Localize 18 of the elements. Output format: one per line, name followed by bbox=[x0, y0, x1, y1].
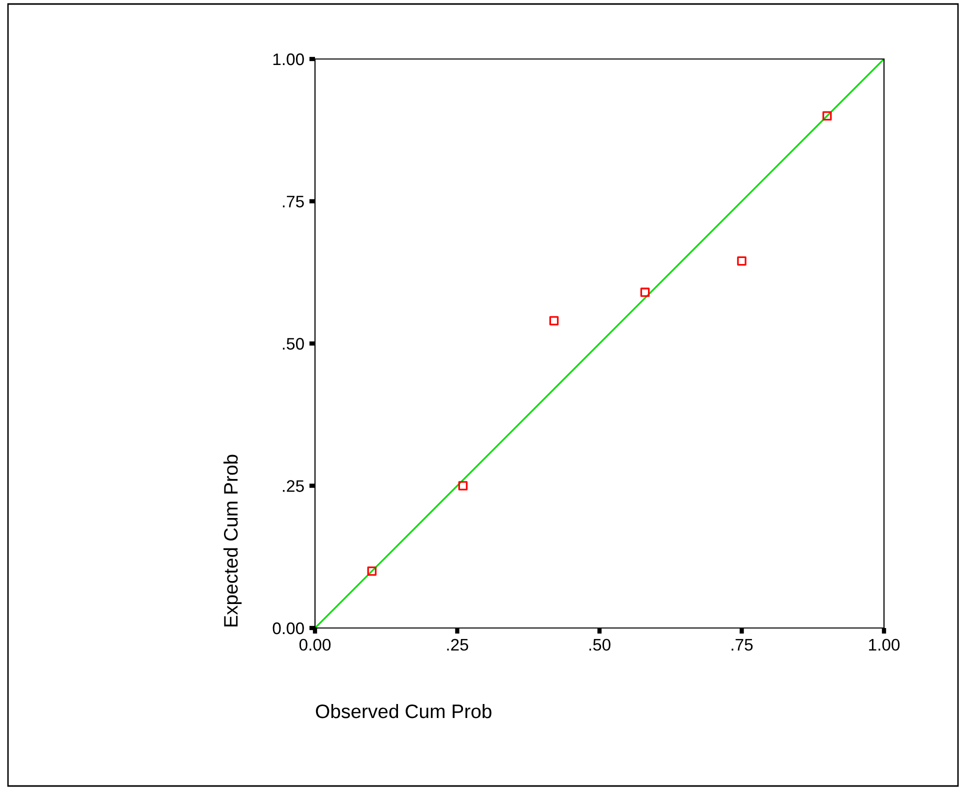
point bbox=[737, 256, 746, 266]
point bbox=[549, 316, 559, 326]
y-axis-title: Expected Cum Prob bbox=[223, 454, 242, 626]
y-tick-label: 0.00 bbox=[272, 622, 304, 634]
y-tick-label: 1.00 bbox=[273, 53, 304, 66]
point bbox=[367, 566, 377, 576]
x-tick-label: .25 bbox=[447, 638, 468, 651]
point bbox=[640, 288, 650, 297]
x-tick-label: 1.00 bbox=[869, 638, 900, 651]
x-tick-label: .75 bbox=[732, 639, 753, 651]
point bbox=[822, 111, 832, 121]
y-tick-label: .50 bbox=[282, 338, 304, 350]
point bbox=[458, 481, 468, 490]
x-axis-title: Observed Cum Prob bbox=[316, 704, 492, 718]
x-tick-label: 0.00 bbox=[299, 638, 331, 651]
x-tick-label: .50 bbox=[589, 638, 610, 651]
y-tick-label: .75 bbox=[282, 196, 304, 208]
y-tick-label: .25 bbox=[282, 480, 304, 492]
